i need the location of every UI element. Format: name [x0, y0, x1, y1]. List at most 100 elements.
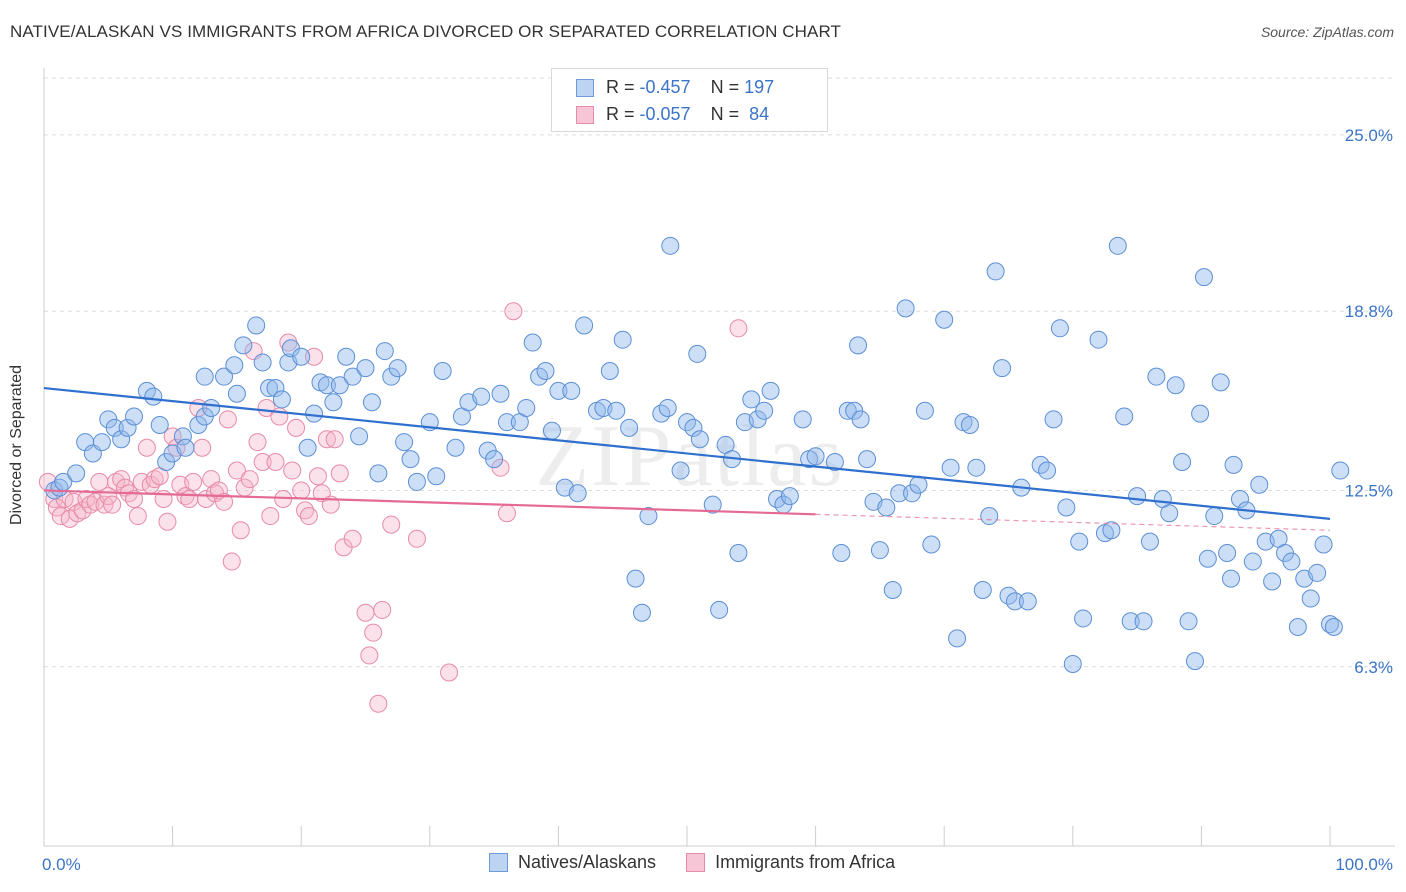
natives-point	[375, 342, 394, 361]
chart-title: NATIVE/ALASKAN VS IMMIGRANTS FROM AFRICA…	[10, 22, 842, 41]
natives-point	[234, 336, 253, 355]
natives-point	[883, 581, 902, 599]
natives-point	[497, 413, 516, 432]
legend-item-natives[interactable]: Natives/Alaskans	[489, 852, 656, 873]
immigrants-point	[261, 507, 280, 526]
natives-point	[896, 299, 915, 318]
natives-point	[690, 430, 709, 449]
legend-label-immigrants: Immigrants from Africa	[715, 852, 896, 872]
natives-point	[568, 484, 587, 503]
tick-labels: 6.3% 12.5% 18.8% 25.0% 0.0% 100.0%	[42, 126, 1393, 874]
immigrants-point	[231, 521, 250, 540]
natives-point	[1038, 461, 1057, 480]
natives-point	[755, 401, 774, 420]
immigrants-point	[103, 495, 122, 514]
natives-point	[536, 361, 555, 380]
immigrants-point	[317, 430, 336, 449]
series-natives-points	[45, 236, 1350, 673]
natives-point	[620, 418, 639, 437]
immigrants-point	[330, 464, 349, 483]
immigrants-point	[227, 461, 246, 480]
legend-swatch-pink	[576, 105, 594, 124]
legend-n-value: 84	[749, 104, 770, 124]
immigrants-point	[180, 489, 199, 508]
natives-point	[202, 398, 221, 417]
natives-point	[272, 390, 291, 409]
immigrants-point	[266, 453, 285, 471]
immigrants-point	[81, 495, 100, 514]
immigrants-point	[158, 512, 177, 531]
natives-point	[1250, 475, 1269, 494]
natives-point	[305, 404, 324, 423]
immigrants-point	[112, 470, 131, 489]
legend-label-natives: Natives/Alaskans	[518, 852, 657, 872]
natives-point	[112, 430, 131, 449]
natives-point	[1243, 552, 1262, 571]
immigrants-point	[343, 529, 362, 548]
natives-point	[388, 359, 407, 378]
natives-point	[330, 376, 349, 395]
immigrants-point	[240, 470, 259, 489]
natives-point	[832, 544, 851, 563]
natives-point	[600, 361, 619, 380]
immigrants-point	[325, 430, 344, 449]
immigrants-point	[253, 453, 272, 471]
natives-point	[1218, 544, 1237, 563]
natives-point	[613, 330, 632, 349]
natives-point	[1160, 504, 1179, 523]
natives-point	[195, 367, 214, 386]
series-immigrants-points	[38, 302, 748, 713]
natives-point	[684, 418, 703, 437]
natives-point	[1018, 592, 1037, 611]
immigrants-point	[107, 472, 126, 491]
natives-point	[144, 387, 163, 406]
immigrants-point	[215, 492, 234, 511]
natives-point	[105, 418, 124, 437]
natives-point	[890, 484, 909, 503]
natives-point	[542, 421, 561, 440]
natives-point	[1288, 617, 1307, 636]
y-tick-label: 12.5%	[1345, 481, 1393, 500]
natives-point	[1191, 404, 1210, 423]
natives-point	[298, 438, 317, 457]
natives-point	[67, 464, 86, 483]
natives-point	[1140, 532, 1159, 551]
natives-point	[575, 316, 594, 335]
immigrants-point	[373, 600, 392, 619]
natives-point	[941, 458, 960, 477]
natives-point	[661, 236, 680, 255]
immigrants-point	[248, 433, 267, 452]
natives-point	[877, 498, 896, 517]
immigrants-point	[137, 438, 156, 457]
stats-legend: R = -0.457 N = 197 R = -0.057 N = 84	[551, 68, 828, 132]
source-label: Source: ZipAtlas.com	[1260, 24, 1394, 40]
natives-point	[1063, 654, 1082, 673]
natives-point	[626, 569, 645, 588]
natives-point	[1089, 330, 1108, 349]
series-legend: Natives/Alaskans Immigrants from Africa	[489, 852, 925, 873]
immigrants-point	[504, 302, 523, 321]
legend-item-immigrants[interactable]: Immigrants from Africa	[686, 852, 895, 873]
natives-point	[176, 438, 195, 457]
natives-point	[1005, 592, 1024, 611]
natives-point	[1198, 549, 1217, 568]
natives-point	[407, 472, 426, 491]
natives-point	[806, 447, 825, 466]
natives-point	[658, 398, 677, 417]
natives-point	[401, 450, 420, 469]
natives-point	[1205, 507, 1224, 526]
natives-point	[491, 384, 510, 403]
immigrants-point	[382, 515, 401, 534]
swatch-natives	[489, 853, 508, 872]
natives-point	[780, 487, 799, 506]
immigrants-point	[360, 646, 379, 665]
natives-point	[986, 262, 1005, 281]
immigrants-point	[497, 504, 516, 523]
natives-point	[967, 458, 986, 477]
natives-point	[1070, 532, 1089, 551]
natives-point	[915, 401, 934, 420]
natives-point	[922, 535, 941, 554]
natives-point	[671, 461, 690, 480]
natives-point	[761, 381, 780, 400]
